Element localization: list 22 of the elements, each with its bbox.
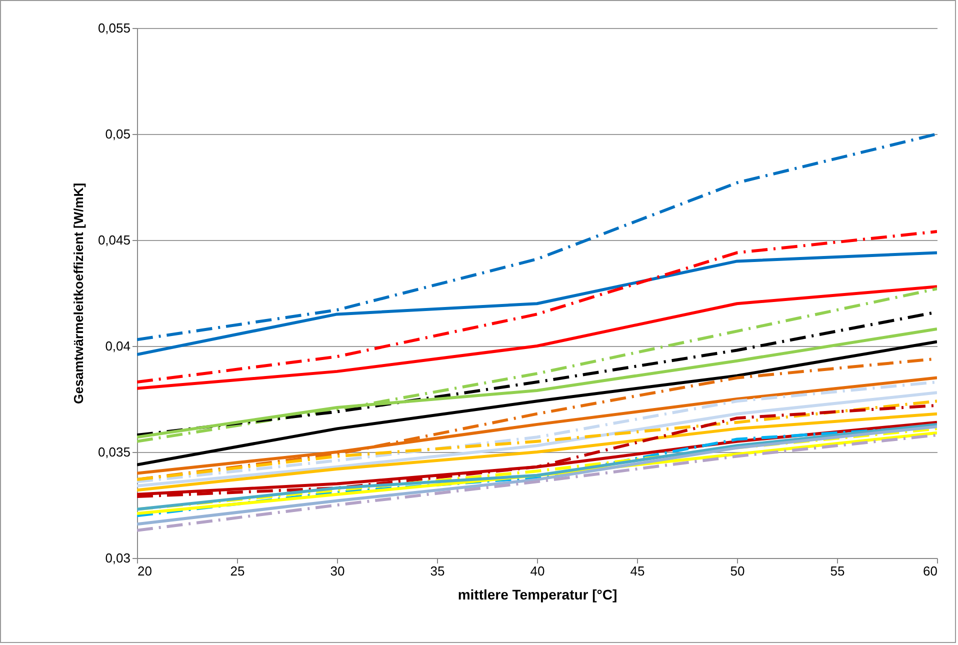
- x-tick-label: 40: [530, 564, 545, 578]
- x-tick-label: 20: [138, 564, 152, 578]
- line-series: [137, 230, 937, 384]
- line-series: [137, 400, 937, 482]
- y-tick-label: 0,045: [98, 232, 130, 248]
- x-tick-label: 30: [330, 564, 345, 578]
- x-tick-label: 35: [430, 564, 445, 578]
- y-tick-label: 0,055: [98, 20, 130, 36]
- x-tick-label: 60: [923, 564, 938, 578]
- x-axis-title: mittlere Temperatur [°C]: [458, 586, 618, 602]
- line-series: [137, 287, 937, 443]
- line-series: [137, 285, 937, 390]
- x-tick-label: 50: [730, 564, 745, 578]
- y-axis-title: Gesamtwärmeleitkoeffizient [W/mK]: [70, 182, 86, 404]
- x-tick-label: 25: [230, 564, 245, 578]
- y-tick-label: 0,05: [105, 126, 130, 142]
- x-tick-label: 55: [830, 564, 845, 578]
- y-tick-label: 0,04: [105, 338, 130, 354]
- y-tick-label: 0,035: [98, 444, 130, 460]
- y-tick-label: 0,03: [105, 550, 130, 566]
- x-tick-label: 45: [630, 564, 645, 578]
- line-series: [137, 340, 937, 466]
